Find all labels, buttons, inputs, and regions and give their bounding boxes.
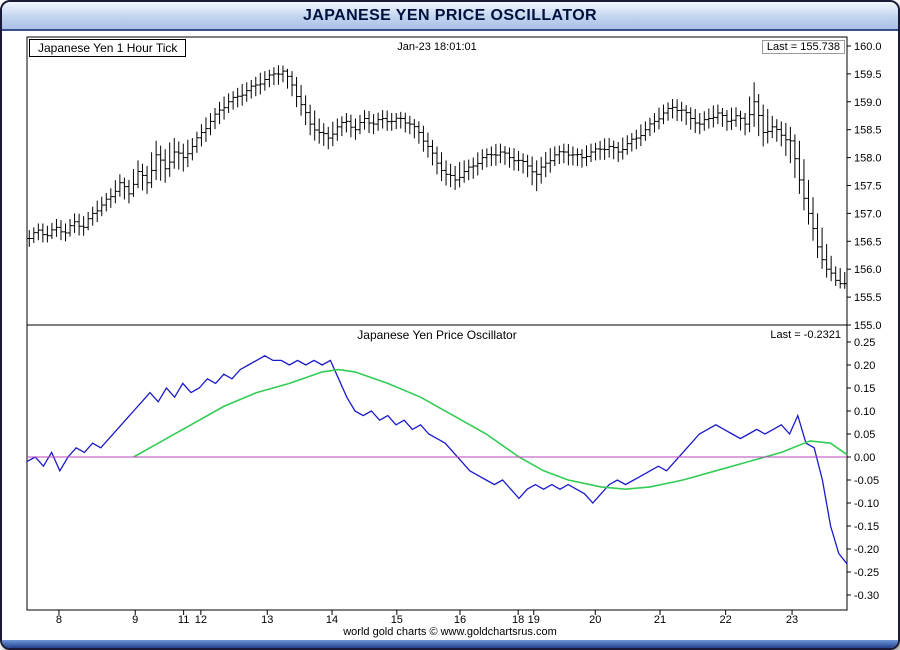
- bottom-panel-last-value: Last = -0.2321: [766, 329, 845, 341]
- y-tick-label: 157.0: [854, 208, 882, 220]
- x-tick-label: 15: [391, 614, 403, 626]
- x-axis: 8 9 11 12 13 14 15 16 18 19 20 21 22 23: [56, 610, 798, 626]
- y-tick-label: 0.05: [854, 429, 875, 441]
- x-tick-label: 11: [178, 614, 189, 626]
- y-tick-label: 0.15: [854, 383, 875, 395]
- x-tick-label: 16: [454, 614, 466, 626]
- x-tick-label: 13: [261, 614, 273, 626]
- y-tick-label: -0.30: [854, 590, 879, 602]
- x-tick-label: 21: [654, 614, 666, 626]
- top-y-axis: 160.0 159.5 159.0 158.5 158.0 157.5 157.0 156.5…: [847, 41, 882, 332]
- y-tick-label: -0.20: [854, 544, 879, 556]
- y-tick-label: 155.0: [854, 320, 882, 332]
- top-panel-frame: [26, 36, 848, 326]
- y-tick-label: 156.5: [854, 236, 882, 248]
- y-tick-label: 159.5: [854, 69, 882, 81]
- timestamp-label: Jan-23 18:01:01: [397, 41, 477, 53]
- y-tick-label: 158.0: [854, 153, 882, 165]
- y-tick-label: 159.0: [854, 97, 882, 109]
- y-tick-label: -0.15: [854, 521, 879, 533]
- y-tick-label: 0.25: [854, 337, 875, 349]
- x-tick-label: 9: [132, 614, 138, 626]
- y-tick-label: 0.10: [854, 406, 875, 418]
- copyright-footer: world gold charts © www.goldchartsrus.co…: [343, 626, 557, 638]
- y-tick-label: 0.20: [854, 360, 875, 372]
- bottom-panel-frame: [26, 324, 848, 611]
- y-tick-label: 156.0: [854, 264, 882, 276]
- y-tick-label: 160.0: [854, 41, 882, 53]
- y-tick-label: 157.5: [854, 181, 882, 193]
- x-tick-label: 22: [720, 614, 732, 626]
- oscillator-line: [26, 355, 848, 565]
- y-tick-label: 155.5: [854, 292, 882, 304]
- y-tick-label: -0.25: [854, 567, 879, 579]
- signal-line: [133, 368, 848, 491]
- x-tick-label: 19: [528, 614, 540, 626]
- x-tick-label: 20: [589, 614, 601, 626]
- x-tick-label: 12: [195, 614, 207, 626]
- y-tick-label: 158.5: [854, 125, 882, 137]
- page-title: JAPANESE YEN PRICE OSCILLATOR: [2, 2, 898, 31]
- ohlc-bars: [27, 65, 847, 289]
- x-tick-label: 14: [326, 614, 338, 626]
- y-tick-label: 0.00: [854, 452, 875, 464]
- x-tick-label: 18: [512, 614, 524, 626]
- y-tick-label: -0.05: [854, 475, 879, 487]
- top-panel-last-value: Last = 155.738: [761, 40, 845, 54]
- x-tick-label: 8: [56, 614, 62, 626]
- bottom-y-axis: 0.25 0.20 0.15 0.10 0.05 0.00 -0.05 -0.10 -0.15 -…: [847, 337, 879, 602]
- x-tick-label: 23: [786, 614, 798, 626]
- bottom-panel-title: Japanese Yen Price Oscillator: [357, 328, 517, 342]
- bottom-chrome-strip: [2, 640, 898, 648]
- top-panel-label: Japanese Yen 1 Hour Tick: [29, 39, 187, 57]
- y-tick-label: -0.10: [854, 498, 879, 510]
